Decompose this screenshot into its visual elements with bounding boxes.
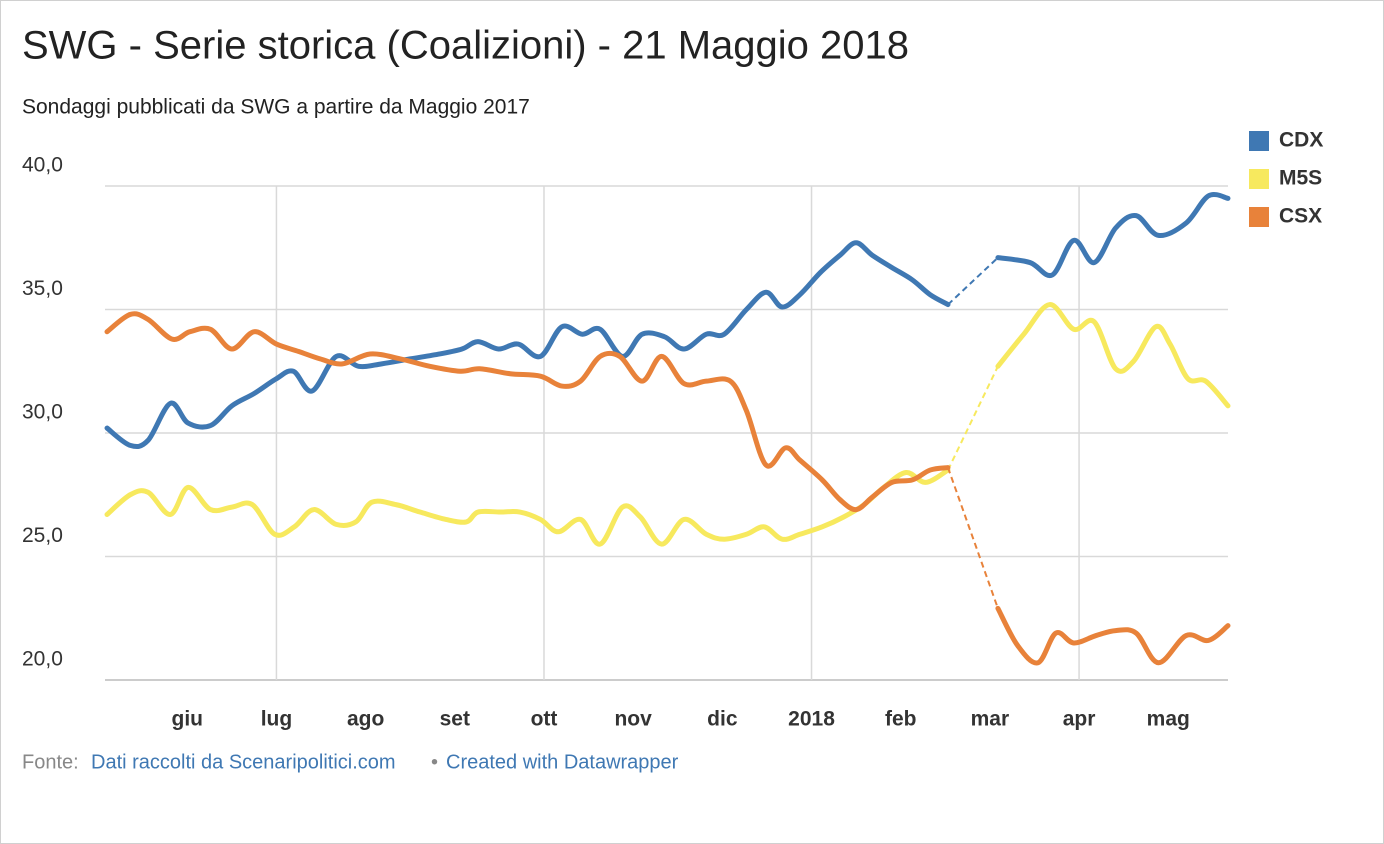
footer-separator: • xyxy=(431,751,438,773)
series-line xyxy=(995,302,1231,409)
legend-swatch xyxy=(1249,169,1269,189)
gap-connector xyxy=(947,256,999,306)
legend-swatch xyxy=(1249,131,1269,151)
x-tick-label: nov xyxy=(614,708,652,731)
gap-connector xyxy=(947,365,999,471)
x-tick-label: set xyxy=(440,708,470,731)
credit-link[interactable]: Created with Datawrapper xyxy=(446,751,679,773)
x-tick-label: giu xyxy=(172,708,204,731)
series-line xyxy=(995,191,1231,279)
legend-label: CDX xyxy=(1279,129,1323,152)
x-tick-label: dic xyxy=(707,708,738,731)
x-tick-label: ott xyxy=(531,708,558,731)
legend-label: CSX xyxy=(1279,205,1322,228)
legend-swatch xyxy=(1249,207,1269,227)
footer-label: Fonte: xyxy=(22,751,79,773)
x-tick-label: 2018 xyxy=(788,708,835,731)
x-tick-label: apr xyxy=(1063,708,1096,731)
legend-label: M5S xyxy=(1279,167,1322,190)
y-tick-label: 30,0 xyxy=(22,401,63,424)
chart-subtitle: Sondaggi pubblicati da SWG a partire da … xyxy=(22,96,530,119)
y-tick-label: 25,0 xyxy=(22,524,63,547)
gap-connector xyxy=(947,467,999,609)
x-tick-label: ago xyxy=(347,708,384,731)
series-line xyxy=(104,240,951,450)
x-tick-label: feb xyxy=(885,708,917,731)
x-tick-label: mag xyxy=(1147,708,1190,731)
chart-title: SWG - Serie storica (Coalizioni) - 21 Ma… xyxy=(22,24,909,68)
x-tick-label: lug xyxy=(261,708,293,731)
series-line xyxy=(104,467,951,547)
y-tick-label: 40,0 xyxy=(22,154,63,177)
y-tick-label: 20,0 xyxy=(22,648,63,671)
series-line xyxy=(995,605,1231,666)
source-link[interactable]: Dati raccolti da Scenaripolitici.com xyxy=(91,751,396,773)
x-tick-label: mar xyxy=(971,708,1010,731)
series-line xyxy=(104,311,951,513)
y-tick-label: 35,0 xyxy=(22,277,63,300)
